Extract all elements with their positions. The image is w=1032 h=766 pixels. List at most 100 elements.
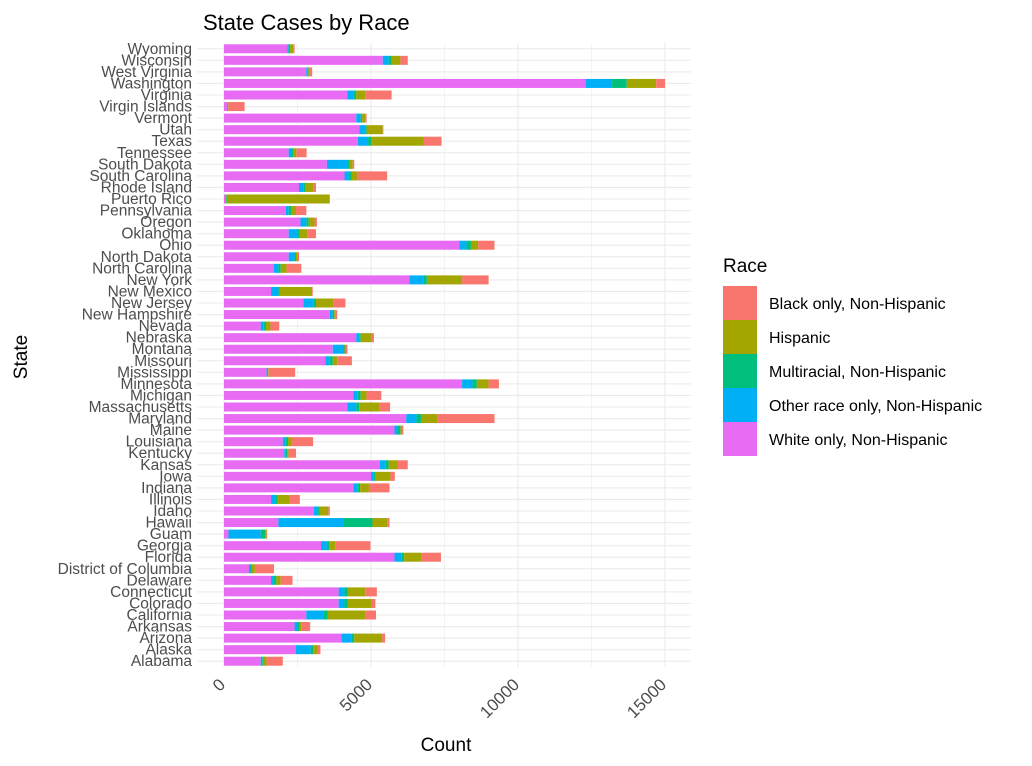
y-tick-label: Hawaii bbox=[145, 515, 192, 532]
bar-segment bbox=[409, 275, 424, 285]
legend-label: Multiracial, Non-Hispanic bbox=[769, 364, 946, 381]
bar-segment bbox=[296, 645, 311, 655]
bar-segment bbox=[470, 240, 479, 250]
bar-segment bbox=[293, 44, 295, 54]
y-tick-label: Rhode Island bbox=[101, 179, 192, 196]
bar-segment bbox=[488, 379, 499, 389]
bar-segment bbox=[285, 206, 289, 216]
bar-segment bbox=[299, 622, 302, 632]
bar-segment bbox=[285, 437, 289, 447]
y-tick-label: West Virginia bbox=[101, 64, 192, 81]
bar-segment bbox=[303, 182, 306, 192]
bar-segment bbox=[404, 552, 422, 562]
bar-segment bbox=[276, 575, 281, 585]
bar-segment bbox=[280, 263, 287, 273]
bar-segment bbox=[420, 414, 438, 424]
bar-segment bbox=[472, 379, 477, 389]
bar-segment bbox=[387, 518, 390, 528]
y-tick-label: Connecticut bbox=[110, 584, 193, 601]
bar-segment bbox=[288, 229, 298, 239]
bar-segment bbox=[260, 656, 263, 666]
bar-segment bbox=[335, 541, 371, 551]
bar-segment bbox=[329, 356, 333, 366]
bar-segment bbox=[224, 645, 297, 655]
legend-label: White only, Non-Hispanic bbox=[769, 432, 947, 449]
bar-segment bbox=[296, 148, 307, 158]
bar-segment bbox=[357, 171, 388, 181]
y-tick-label: Alabama bbox=[131, 653, 193, 670]
bar-segment bbox=[388, 55, 392, 65]
bar-segment bbox=[382, 55, 389, 65]
bar-segment bbox=[224, 263, 274, 273]
bar-segment bbox=[353, 390, 358, 400]
bar-segment bbox=[275, 494, 278, 504]
y-tick-label: Minnesota bbox=[120, 376, 192, 393]
bar-segment bbox=[341, 633, 352, 643]
bar-segment bbox=[312, 286, 313, 296]
y-tick-label: District of Columbia bbox=[58, 561, 193, 578]
bar-segment bbox=[397, 460, 408, 470]
bar-segment bbox=[368, 136, 371, 146]
bar-segment bbox=[313, 298, 317, 308]
bar-segment bbox=[416, 414, 421, 424]
bar-segment bbox=[224, 494, 272, 504]
bar-segment bbox=[426, 275, 463, 285]
y-tick-label: Iowa bbox=[159, 468, 192, 485]
bar-segment bbox=[327, 610, 366, 620]
bar-segment bbox=[280, 575, 293, 585]
bar-segment bbox=[248, 564, 251, 574]
bar-segment bbox=[224, 575, 272, 585]
bar-segment bbox=[316, 298, 334, 308]
bar-segment bbox=[278, 518, 344, 528]
bar-segment bbox=[349, 159, 353, 169]
bar-segment bbox=[334, 310, 336, 320]
bar-segment bbox=[365, 113, 367, 123]
bar-segment bbox=[319, 506, 329, 516]
bar-segment bbox=[291, 148, 294, 158]
y-tick-label: Vermont bbox=[134, 110, 192, 127]
bar-segment bbox=[294, 252, 297, 262]
bar-segment bbox=[288, 148, 292, 158]
bar-segment bbox=[224, 206, 286, 216]
bar-segment bbox=[254, 564, 274, 574]
bar-segment bbox=[297, 252, 299, 262]
y-tick-label: Mississippi bbox=[117, 364, 192, 381]
bar-segment bbox=[365, 587, 377, 597]
bar-segment bbox=[353, 483, 358, 493]
bar-segment bbox=[335, 310, 338, 320]
bar-segment bbox=[263, 321, 267, 331]
bar-segment bbox=[371, 471, 374, 481]
bar-segment bbox=[226, 194, 330, 204]
bar-segment bbox=[224, 171, 345, 181]
bar-segment bbox=[406, 414, 417, 424]
bar-segment bbox=[466, 240, 471, 250]
bar-segment bbox=[224, 102, 227, 112]
bar-segment bbox=[224, 506, 314, 516]
legend-key bbox=[723, 422, 757, 456]
bar-segment bbox=[360, 483, 369, 493]
y-tick-label: Maryland bbox=[128, 411, 192, 428]
y-tick-label: Oklahoma bbox=[121, 226, 192, 243]
bar-segment bbox=[224, 55, 383, 65]
bar-segment bbox=[224, 541, 322, 551]
bar-segment bbox=[224, 113, 357, 123]
bar-segment bbox=[297, 622, 300, 632]
bar-segment bbox=[224, 90, 348, 100]
bar-segment bbox=[401, 425, 404, 435]
bar-segment bbox=[224, 159, 327, 169]
bar-segment bbox=[353, 90, 357, 100]
bar-segment bbox=[371, 136, 424, 146]
bar-segment bbox=[279, 286, 313, 296]
bar-segment bbox=[366, 390, 382, 400]
bar-segment bbox=[394, 425, 398, 435]
y-tick-label: Kentucky bbox=[128, 445, 192, 462]
bar-segment bbox=[224, 148, 289, 158]
bar-segment bbox=[314, 217, 317, 227]
bar-segment bbox=[326, 159, 348, 169]
bar-segment bbox=[306, 217, 309, 227]
bar-segment bbox=[224, 182, 299, 192]
bar-segment bbox=[296, 206, 307, 216]
bar-segment bbox=[300, 217, 307, 227]
bar-segment bbox=[356, 333, 360, 343]
bar-segment bbox=[382, 633, 386, 643]
